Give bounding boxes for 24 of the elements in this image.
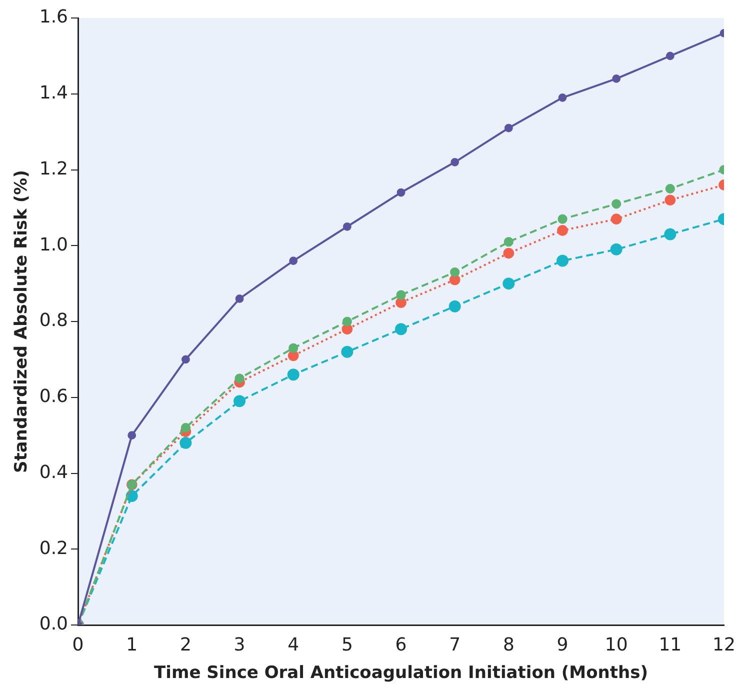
- x-tick-label: 7: [449, 634, 461, 656]
- y-tick-label: 1.2: [39, 158, 68, 180]
- x-tick-label: 11: [658, 634, 682, 656]
- y-tick-label: 0.2: [39, 538, 68, 559]
- y-tick-label: 1.6: [39, 6, 68, 28]
- x-tick-label: 0: [72, 634, 84, 656]
- y-tick-label: 1.0: [39, 234, 68, 256]
- x-axis-title: Time Since Oral Anticoagulation Initiation (Months): [154, 663, 648, 684]
- x-tick-label: 6: [395, 634, 407, 656]
- x-tick-label: 12: [712, 634, 736, 656]
- y-tick-label: 0.0: [39, 614, 68, 635]
- y-tick-label: 0.6: [39, 386, 68, 408]
- x-tick-label: 2: [180, 634, 192, 656]
- x-tick-label: 3: [234, 634, 246, 656]
- x-tick-label: 1: [126, 634, 138, 656]
- x-tick-label: 4: [288, 634, 300, 656]
- y-tick-label: 1.4: [39, 82, 68, 104]
- x-tick-label: 8: [502, 634, 514, 656]
- x-tick-label: 10: [604, 634, 628, 656]
- y-axis-title: Standardized Absolute Risk (%): [12, 170, 32, 473]
- x-tick-label: 5: [341, 634, 353, 656]
- y-tick-label: 0.8: [39, 310, 68, 332]
- y-tick-label: 0.4: [39, 462, 68, 483]
- x-tick-label: 9: [556, 634, 568, 656]
